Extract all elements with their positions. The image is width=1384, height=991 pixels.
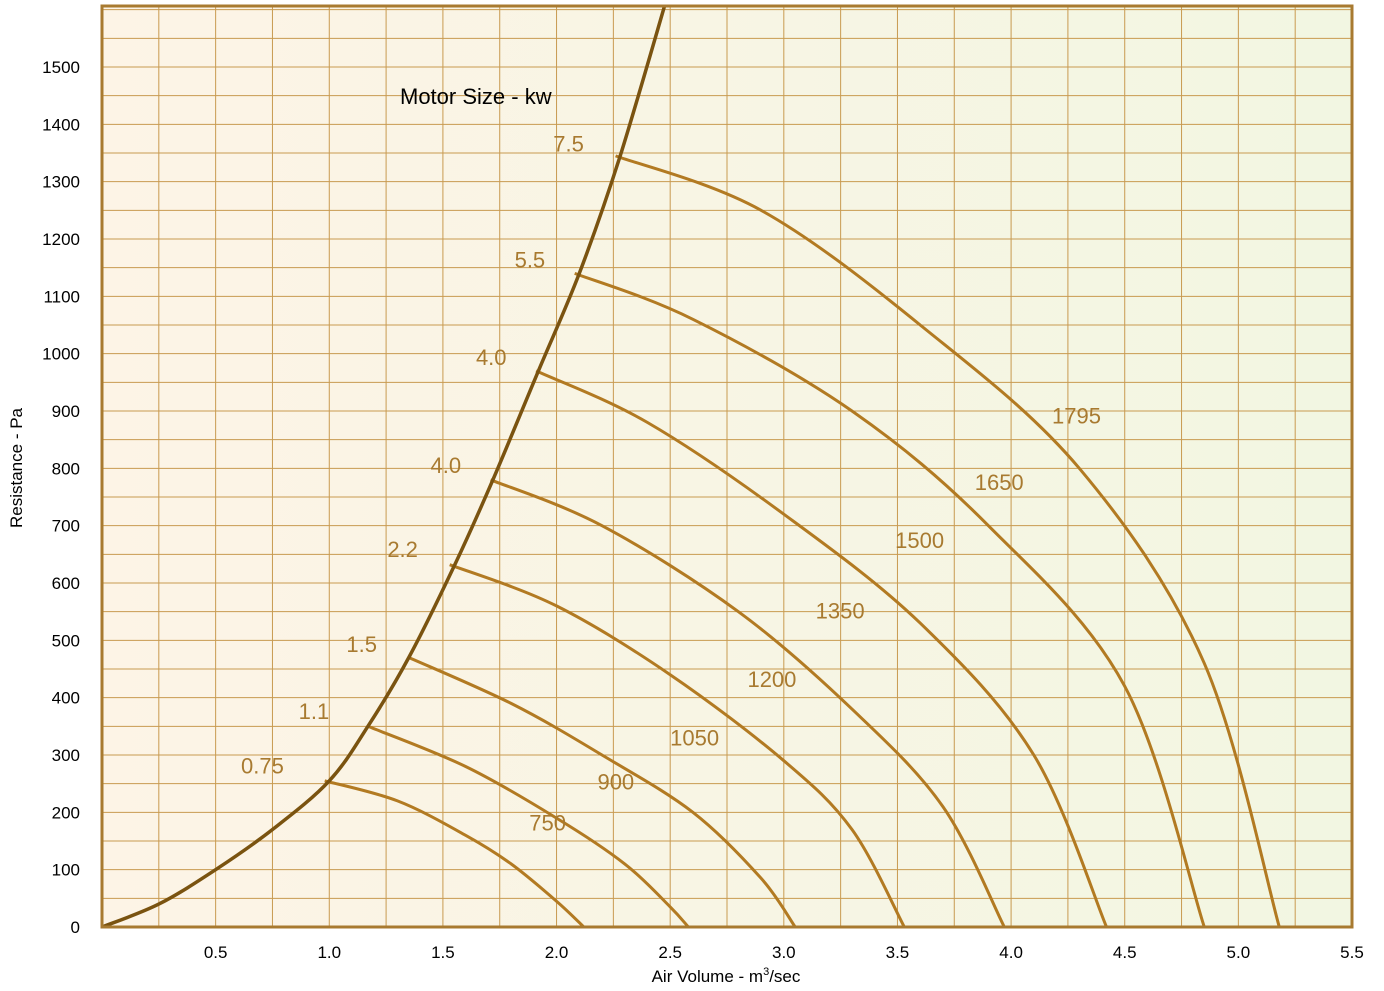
y-tick-label: 0 bbox=[71, 918, 80, 937]
x-tick-label: 4.0 bbox=[999, 943, 1023, 962]
y-tick-label: 600 bbox=[52, 574, 80, 593]
x-axis-title: Air Volume - m3/sec bbox=[652, 966, 801, 986]
y-tick-label: 1300 bbox=[42, 173, 80, 192]
grid-lines bbox=[102, 6, 1352, 927]
fan-curves bbox=[324, 154, 1281, 929]
fan-curve-1650 bbox=[574, 272, 1206, 928]
y-tick-label: 400 bbox=[52, 689, 80, 708]
y-tick-label: 1500 bbox=[42, 58, 80, 77]
y-tick-label: 900 bbox=[52, 402, 80, 421]
y-tick-label: 100 bbox=[52, 861, 80, 880]
curve-label: 1795 bbox=[1052, 404, 1101, 429]
y-axis-title: Resistance - Pa bbox=[7, 407, 26, 528]
curve-label: 1500 bbox=[895, 528, 944, 553]
system-curve bbox=[102, 6, 667, 927]
motor-size-label: 5.5 bbox=[515, 248, 546, 273]
x-tick-label: 2.0 bbox=[545, 943, 569, 962]
x-tick-label: 5.5 bbox=[1340, 943, 1364, 962]
x-tick-label: 3.0 bbox=[772, 943, 796, 962]
y-tick-label: 700 bbox=[52, 517, 80, 536]
curve-label: 1050 bbox=[670, 725, 719, 750]
y-tick-label: 1200 bbox=[42, 230, 80, 249]
curve-label: 750 bbox=[529, 811, 566, 836]
motor-size-label: 1.5 bbox=[346, 632, 377, 657]
curve-label: 1350 bbox=[816, 599, 865, 624]
x-tick-label: 5.0 bbox=[1227, 943, 1251, 962]
x-tick-label: 1.5 bbox=[431, 943, 455, 962]
y-tick-label: 500 bbox=[52, 631, 80, 650]
x-tick-label: 4.5 bbox=[1113, 943, 1137, 962]
curve-labels: 750 900 1050 1200 1350 1500 1650 1795 0.75 1.1 1.5… bbox=[241, 131, 1101, 835]
fan-curve-750 bbox=[324, 779, 585, 929]
curve-label: 1200 bbox=[747, 667, 796, 692]
motor-size-label: 0.75 bbox=[241, 753, 284, 778]
fan-curve-1200 bbox=[449, 563, 906, 928]
x-tick-label: 1.0 bbox=[317, 943, 341, 962]
fan-curve-1795 bbox=[615, 154, 1281, 928]
motor-size-label: 4.0 bbox=[476, 345, 507, 370]
motor-size-label: 7.5 bbox=[553, 131, 584, 156]
x-axis-title-suffix: /sec bbox=[769, 967, 801, 986]
curve-label: 900 bbox=[597, 769, 634, 794]
fan-curve-1350 bbox=[490, 478, 1006, 928]
curve-label: 1650 bbox=[975, 470, 1024, 495]
fan-curve-900 bbox=[367, 724, 690, 929]
y-tick-label: 1100 bbox=[43, 287, 80, 306]
x-tick-label: 3.5 bbox=[886, 943, 910, 962]
motor-size-label: 1.1 bbox=[299, 699, 330, 724]
fan-curve-1050 bbox=[408, 656, 797, 928]
axis-tick-labels: 0.5 1.0 1.5 2.0 2.5 3.0 3.5 4.0 4.5 5.0 5.5 0 100 200… bbox=[42, 58, 1364, 962]
plot-frame bbox=[100, 4, 1354, 929]
y-tick-label: 1000 bbox=[42, 345, 80, 364]
motor-size-label: 2.2 bbox=[387, 537, 418, 562]
motor-size-annotation: Motor Size - kw bbox=[400, 84, 552, 109]
x-axis-title-superscript: 3 bbox=[763, 966, 769, 978]
motor-size-label: 4.0 bbox=[430, 453, 461, 478]
x-axis-title-main: Air Volume - m bbox=[652, 967, 763, 986]
x-tick-label: 0.5 bbox=[204, 943, 228, 962]
y-tick-label: 300 bbox=[52, 746, 80, 765]
x-tick-label: 2.5 bbox=[658, 943, 682, 962]
y-tick-label: 800 bbox=[52, 459, 80, 478]
y-tick-label: 1400 bbox=[42, 115, 80, 134]
y-tick-label: 200 bbox=[52, 803, 80, 822]
motor-limit-curve bbox=[102, 6, 667, 927]
fan-curve-1500 bbox=[535, 369, 1108, 928]
